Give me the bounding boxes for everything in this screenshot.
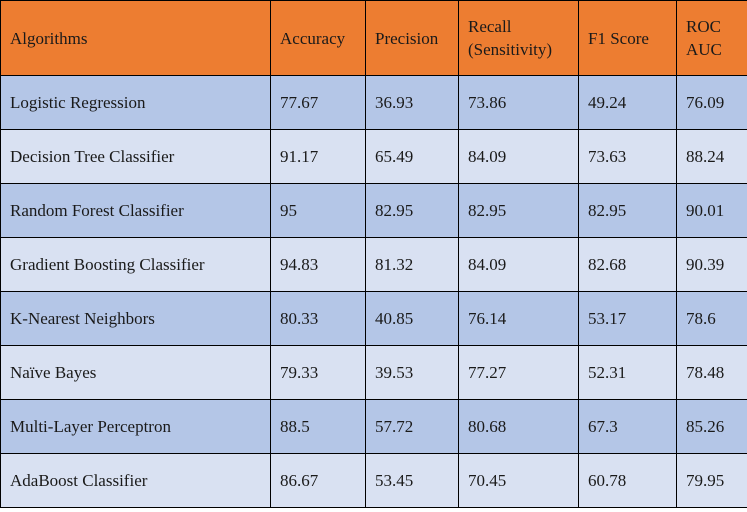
cell-algorithm: Naïve Bayes xyxy=(0,345,271,400)
cell-recall: 70.45 xyxy=(458,453,579,508)
header-f1-score: F1 Score xyxy=(578,0,677,76)
cell-precision: 57.72 xyxy=(365,399,459,454)
cell-algorithm: AdaBoost Classifier xyxy=(0,453,271,508)
cell-accuracy: 86.67 xyxy=(270,453,366,508)
table-row: Multi-Layer Perceptron 88.5 57.72 80.68 67.3… xyxy=(0,399,747,454)
table-row: Naïve Bayes 79.33 39.53 77.27 52.31 78.48 xyxy=(0,345,747,400)
cell-accuracy: 94.83 xyxy=(270,237,366,292)
header-algorithms: Algorithms xyxy=(0,0,271,76)
cell-algorithm: K-Nearest Neighbors xyxy=(0,291,271,346)
cell-accuracy: 77.67 xyxy=(270,75,366,130)
cell-accuracy: 95 xyxy=(270,183,366,238)
header-roc-auc: ROC AUC xyxy=(676,0,747,76)
cell-precision: 39.53 xyxy=(365,345,459,400)
table-row: Gradient Boosting Classifier 94.83 81.32 84… xyxy=(0,237,747,292)
cell-recall: 84.09 xyxy=(458,129,579,184)
cell-f1-score: 73.63 xyxy=(578,129,677,184)
cell-f1-score: 82.68 xyxy=(578,237,677,292)
cell-roc-auc: 78.6 xyxy=(676,291,747,346)
cell-recall: 84.09 xyxy=(458,237,579,292)
cell-recall: 76.14 xyxy=(458,291,579,346)
cell-roc-auc: 76.09 xyxy=(676,75,747,130)
table-row: AdaBoost Classifier 86.67 53.45 70.45 60.78 7… xyxy=(0,453,747,508)
header-precision: Precision xyxy=(365,0,459,76)
cell-recall: 82.95 xyxy=(458,183,579,238)
table-row: Decision Tree Classifier 91.17 65.49 84.09 7… xyxy=(0,129,747,184)
cell-recall: 77.27 xyxy=(458,345,579,400)
cell-algorithm: Logistic Regression xyxy=(0,75,271,130)
cell-precision: 53.45 xyxy=(365,453,459,508)
cell-accuracy: 91.17 xyxy=(270,129,366,184)
cell-precision: 65.49 xyxy=(365,129,459,184)
cell-roc-auc: 85.26 xyxy=(676,399,747,454)
cell-roc-auc: 78.48 xyxy=(676,345,747,400)
table-header-row: Algorithms Accuracy Precision Recall (Se… xyxy=(0,0,747,76)
header-accuracy: Accuracy xyxy=(270,0,366,76)
cell-precision: 36.93 xyxy=(365,75,459,130)
cell-algorithm: Random Forest Classifier xyxy=(0,183,271,238)
cell-f1-score: 67.3 xyxy=(578,399,677,454)
cell-roc-auc: 90.01 xyxy=(676,183,747,238)
table-row: Logistic Regression 77.67 36.93 73.86 49.24 7… xyxy=(0,75,747,130)
cell-roc-auc: 79.95 xyxy=(676,453,747,508)
cell-precision: 82.95 xyxy=(365,183,459,238)
cell-f1-score: 82.95 xyxy=(578,183,677,238)
cell-algorithm: Decision Tree Classifier xyxy=(0,129,271,184)
cell-precision: 40.85 xyxy=(365,291,459,346)
cell-roc-auc: 90.39 xyxy=(676,237,747,292)
cell-f1-score: 60.78 xyxy=(578,453,677,508)
table-row: K-Nearest Neighbors 80.33 40.85 76.14 53.17 7… xyxy=(0,291,747,346)
table-row: Random Forest Classifier 95 82.95 82.95 82.9… xyxy=(0,183,747,238)
cell-algorithm: Gradient Boosting Classifier xyxy=(0,237,271,292)
cell-precision: 81.32 xyxy=(365,237,459,292)
cell-f1-score: 49.24 xyxy=(578,75,677,130)
cell-algorithm: Multi-Layer Perceptron xyxy=(0,399,271,454)
cell-f1-score: 53.17 xyxy=(578,291,677,346)
cell-accuracy: 80.33 xyxy=(270,291,366,346)
header-recall: Recall (Sensitivity) xyxy=(458,0,579,76)
cell-recall: 80.68 xyxy=(458,399,579,454)
cell-roc-auc: 88.24 xyxy=(676,129,747,184)
cell-recall: 73.86 xyxy=(458,75,579,130)
cell-accuracy: 79.33 xyxy=(270,345,366,400)
cell-accuracy: 88.5 xyxy=(270,399,366,454)
cell-f1-score: 52.31 xyxy=(578,345,677,400)
